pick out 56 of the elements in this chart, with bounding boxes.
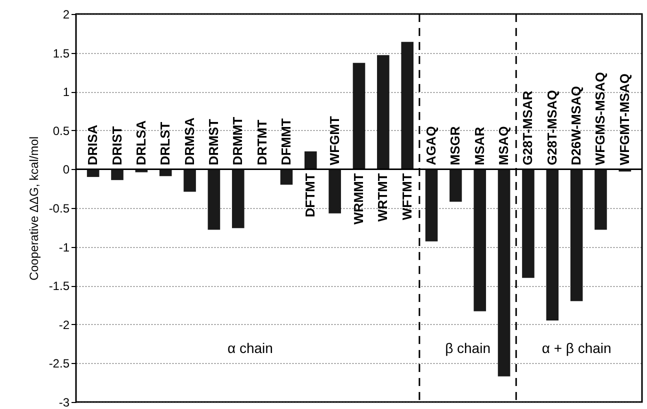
bar (474, 169, 486, 312)
bar (522, 169, 534, 278)
y-tick-label: 0 (62, 162, 70, 177)
x-tick-label: WFGMS-MSAQ (592, 72, 608, 166)
bar (570, 169, 583, 302)
bar (450, 169, 462, 202)
y-tick-label: -1.5 (48, 279, 70, 294)
x-tick-label: DRISA (85, 124, 100, 166)
bar (498, 169, 510, 376)
x-tick-label: D26W-MSAQ (568, 86, 584, 166)
x-tick-label: DRTMT (254, 120, 270, 166)
x-tick-label: MSGR (448, 126, 463, 166)
bar (328, 169, 341, 214)
annotation: α chain (227, 340, 273, 356)
bar (111, 169, 124, 180)
annotation: β chain (445, 340, 490, 356)
x-tick-label: MSAR (472, 126, 487, 166)
x-tick-label: DRMMT (230, 116, 246, 166)
x-tick-label: DRIST (109, 126, 124, 166)
bar (546, 169, 559, 321)
x-tick-label: AGAQ (424, 126, 439, 166)
x-tick-label: DRLST (158, 122, 173, 166)
y-tick-label: -3 (58, 396, 70, 409)
x-tick-label: DRLSA (133, 120, 148, 166)
y-tick-label: -1 (58, 240, 70, 254)
bar (304, 151, 317, 170)
y-tick-label: 0.5 (52, 124, 70, 138)
y-tick-label: 1 (62, 85, 70, 100)
x-tick-label: G28T-MSAR (520, 90, 536, 166)
annotation: α + β chain (542, 340, 612, 356)
x-tick-label: WFTMT (399, 173, 414, 220)
bar (377, 55, 390, 170)
x-tick-label: WRTMT (375, 173, 390, 222)
x-tick-label: DFMMT (278, 118, 294, 166)
x-tick-label: G28T-MSAQ (544, 90, 560, 166)
x-tick-label: WFGMT-MSAQ (616, 73, 632, 166)
x-tick-label: MSAQ (496, 126, 512, 166)
y-tick-label: -2.5 (48, 356, 70, 371)
bar (594, 169, 607, 230)
y-tick-label: 2 (62, 8, 70, 22)
x-tick-label: DRMST (206, 118, 221, 166)
bar (425, 169, 438, 242)
x-tick-label: WRMMT (351, 173, 366, 224)
x-tick-label: DFTMT (302, 173, 318, 218)
y-tick-label: -2 (58, 318, 70, 332)
bar (352, 62, 366, 170)
y-axis-title: Cooperative ΔΔG, kcal/mol (26, 136, 41, 281)
y-tick-label: -0.5 (48, 202, 70, 216)
bar (208, 169, 220, 230)
x-tick-label: WFGMT (326, 116, 342, 166)
bar (184, 169, 196, 192)
y-tick-label: 1.5 (52, 46, 70, 60)
bar (401, 42, 414, 170)
x-tick-label: DRMSA (182, 116, 197, 166)
bar (280, 169, 293, 185)
bar (232, 169, 244, 228)
